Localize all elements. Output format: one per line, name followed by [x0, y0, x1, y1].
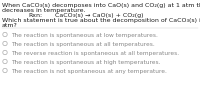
Text: The reaction is spontaneous at low temperatures.: The reaction is spontaneous at low tempe…	[11, 33, 158, 38]
Text: atm?: atm?	[2, 23, 18, 28]
Text: The reaction is spontaneous at all temperatures.: The reaction is spontaneous at all tempe…	[11, 42, 155, 47]
Text: The reaction is not spontaneous at any temperature.: The reaction is not spontaneous at any t…	[11, 69, 167, 74]
Text: When CaCO₃(s) decomposes into CaO(s) and CO₂(g) at 1 atm the air around the reac: When CaCO₃(s) decomposes into CaO(s) and…	[2, 3, 200, 8]
Text: decreases in temperature.: decreases in temperature.	[2, 8, 86, 13]
Text: The reverse reaction is spontaneous at all temperatures.: The reverse reaction is spontaneous at a…	[11, 51, 179, 56]
Text: Rxn:: Rxn:	[28, 13, 42, 18]
Text: The reaction is spontaneous at high temperatures.: The reaction is spontaneous at high temp…	[11, 60, 160, 65]
Text: Which statement is true about the decomposition of CaCO₃(s) into CaO(s) and CO₂(: Which statement is true about the decomp…	[2, 18, 200, 23]
Text: CaCO₃(s) → CaO(s) + CO₂(g): CaCO₃(s) → CaO(s) + CO₂(g)	[55, 13, 144, 18]
